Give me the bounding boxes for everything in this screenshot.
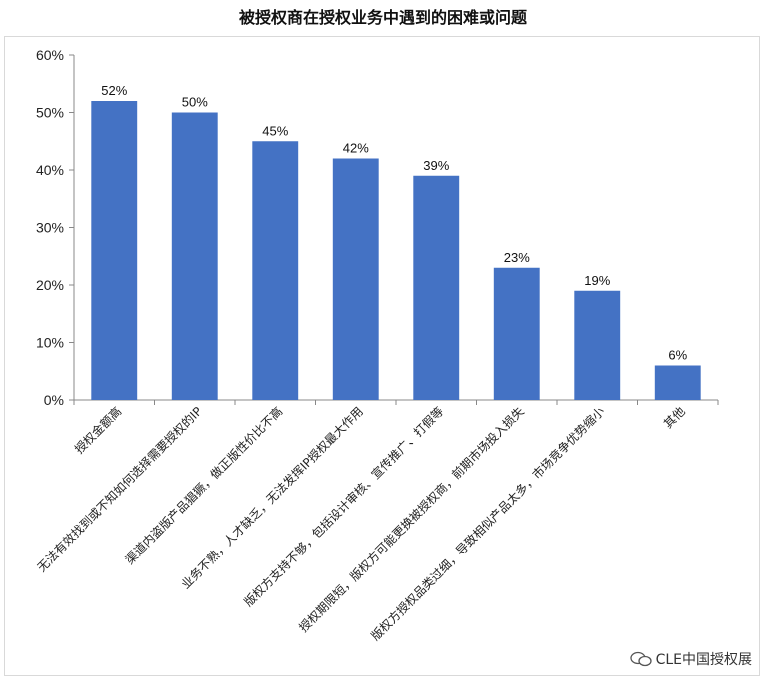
bar [493, 267, 540, 400]
data-label: 23% [504, 250, 530, 265]
data-label: 52% [101, 83, 127, 98]
data-label: 19% [584, 273, 610, 288]
y-tick-label: 40% [36, 162, 64, 178]
wechat-icon [629, 651, 652, 667]
data-label: 50% [182, 95, 208, 110]
bar [171, 112, 218, 400]
bar [332, 158, 379, 400]
y-tick-label: 50% [36, 105, 64, 121]
x-category-label: 其他 [661, 404, 688, 431]
x-category-label: 授权金额高 [71, 404, 124, 457]
watermark-text: CLE中国授权展 [655, 652, 752, 668]
data-label: 42% [343, 141, 369, 156]
bar [413, 175, 460, 400]
bar [574, 290, 621, 400]
x-category-label: 无法有效找到或不知如何选择需要授权的IP [34, 404, 205, 575]
bar [654, 365, 701, 400]
x-category-label: 业务不熟，人才缺乏，无法发挥IP授权最大作用 [178, 404, 366, 592]
watermark: CLE中国授权展 [629, 649, 752, 669]
data-label: 45% [262, 123, 288, 138]
y-tick-label: 60% [36, 47, 64, 63]
x-category-label: 渠道内盗版产品猖獗，做正版性价比不高 [122, 404, 285, 567]
y-tick-label: 10% [36, 335, 64, 351]
chart-frame [4, 36, 760, 676]
data-label: 6% [668, 348, 687, 363]
data-label: 39% [423, 158, 449, 173]
chart-title: 被授权商在授权业务中遇到的困难或问题 [238, 8, 527, 27]
bar [91, 101, 138, 400]
y-tick-label: 20% [36, 277, 64, 293]
bar [252, 141, 299, 400]
y-tick-label: 30% [36, 220, 64, 236]
y-tick-label: 0% [44, 392, 64, 408]
